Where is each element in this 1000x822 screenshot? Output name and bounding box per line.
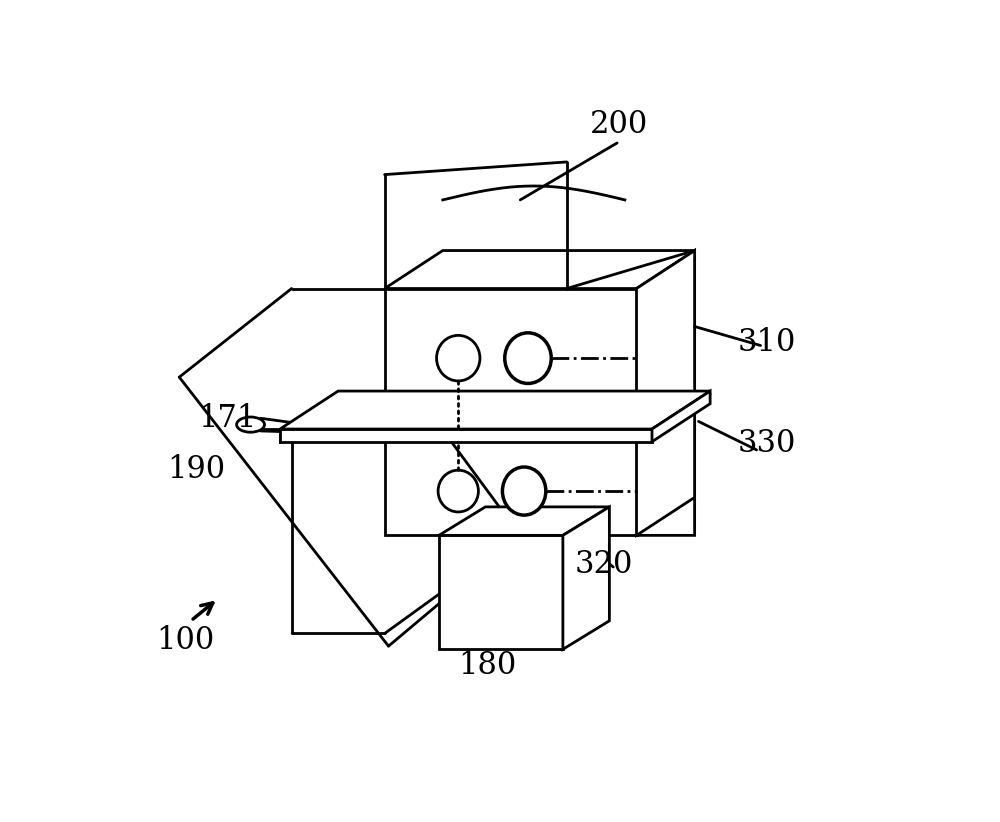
- Polygon shape: [637, 403, 695, 535]
- Ellipse shape: [502, 467, 546, 515]
- Bar: [439, 535, 563, 649]
- Ellipse shape: [438, 470, 478, 512]
- Polygon shape: [563, 507, 609, 649]
- Polygon shape: [652, 391, 710, 441]
- Ellipse shape: [505, 333, 551, 383]
- Polygon shape: [637, 251, 695, 431]
- Text: 200: 200: [590, 109, 648, 140]
- Ellipse shape: [437, 335, 480, 381]
- Polygon shape: [637, 251, 695, 431]
- Text: 320: 320: [574, 548, 633, 580]
- Polygon shape: [637, 399, 695, 535]
- Text: 180: 180: [458, 650, 516, 681]
- Polygon shape: [439, 507, 609, 535]
- Text: 190: 190: [168, 454, 226, 485]
- Bar: [385, 437, 637, 535]
- Text: 330: 330: [737, 428, 796, 459]
- Text: 310: 310: [737, 327, 796, 358]
- Ellipse shape: [237, 417, 264, 432]
- Bar: [385, 289, 637, 431]
- Polygon shape: [385, 251, 695, 289]
- Text: 100: 100: [156, 625, 214, 656]
- Text: 171: 171: [199, 403, 257, 434]
- Bar: [280, 429, 652, 441]
- Polygon shape: [280, 391, 710, 429]
